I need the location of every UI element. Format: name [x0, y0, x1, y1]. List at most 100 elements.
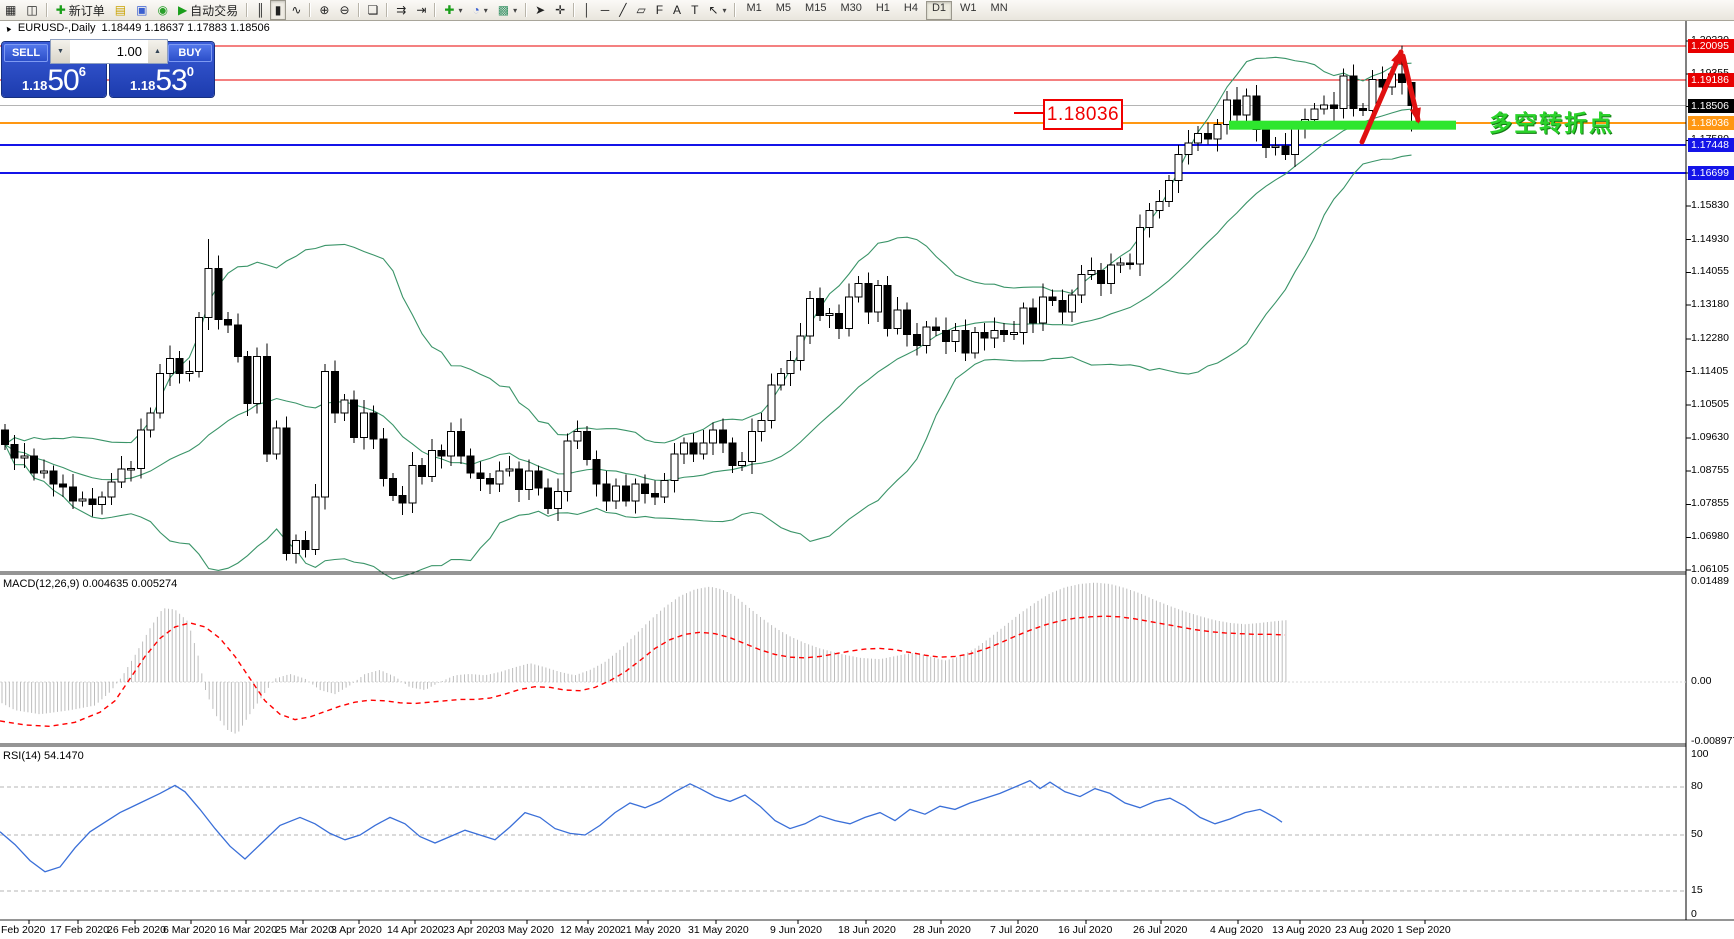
price-line-label: 1.19186: [1688, 73, 1734, 88]
date-tick-label: 4 Aug 2020: [1210, 924, 1264, 936]
price-line-label: 1.16699: [1688, 166, 1734, 181]
toolbar-separator: [45, 3, 48, 17]
vertical-line-icon: │: [583, 3, 591, 17]
price-annotation-dash: [1014, 112, 1043, 114]
zoom-in-icon: ⊕: [319, 3, 330, 17]
date-tick-label: 7 Jul 2020: [990, 924, 1039, 936]
price-annotation-box[interactable]: 1.18036: [1043, 99, 1123, 130]
timeframe-w1-button[interactable]: W1: [960, 1, 977, 14]
sell-button[interactable]: SELL: [4, 44, 48, 62]
new-order-button[interactable]: ✚ 新订单: [51, 0, 110, 20]
price-line-label: 1.18506: [1688, 98, 1734, 113]
trendline-button[interactable]: ╱: [614, 0, 631, 20]
price-tick-label: 50: [1691, 828, 1703, 840]
crosshair-button[interactable]: ✛: [550, 0, 570, 20]
buy-button[interactable]: BUY: [168, 44, 212, 62]
news-button[interactable]: ◉: [152, 0, 172, 20]
date-tick-label: 6 Mar 2020: [163, 924, 217, 936]
date-tick-label: 23 Apr 2020: [443, 924, 500, 936]
cursor-button[interactable]: ➤: [530, 0, 550, 20]
date-tick-label: 26 Jul 2020: [1133, 924, 1188, 936]
price-line-label: 1.17448: [1688, 138, 1734, 153]
terminal-button[interactable]: ▣: [131, 0, 152, 20]
auto-scroll-icon: ⇉: [396, 3, 407, 17]
toolbar-separator: [573, 3, 576, 17]
buy-price-big: 53: [155, 64, 187, 97]
ohlc-values: 1.18449 1.18637 1.17883 1.18506: [101, 22, 270, 34]
candlestick-mode-button[interactable]: ▮: [269, 0, 287, 20]
equidistant-channel-button[interactable]: ▱: [631, 0, 650, 20]
date-tick-label: 14 Apr 2020: [387, 924, 444, 936]
date-tick-label: 25 Mar 2020: [275, 924, 334, 936]
price-tick-label: 1.14055: [1691, 265, 1729, 278]
text-button[interactable]: A: [668, 0, 686, 20]
toolbar-separator: [434, 3, 437, 17]
autotrading-button[interactable]: ▶ 自动交易: [173, 0, 243, 20]
chart-shift-button[interactable]: ⇥: [411, 0, 431, 20]
chart-title: ▲ EURUSD-,Daily 1.18449 1.18637 1.17883 …: [2, 22, 270, 34]
vertical-line-button[interactable]: │: [578, 0, 596, 20]
volume-increase-button[interactable]: ▲: [148, 40, 167, 63]
price-tick-label: 1.12280: [1691, 331, 1729, 344]
arrows-button[interactable]: ↖ ▾: [703, 0, 731, 20]
trendline-icon: ╱: [619, 3, 627, 17]
text-label-icon: T: [691, 3, 699, 17]
indicators-list-dropdown-icon[interactable]: ▾: [458, 5, 463, 15]
text-icon: A: [673, 3, 682, 17]
timeframe-mn-button[interactable]: MN: [990, 1, 1008, 14]
volume-stepper: ▼ ▲: [50, 39, 168, 64]
zoom-out-button[interactable]: ⊖: [334, 0, 354, 20]
templates-button[interactable]: ▩ ▾: [493, 0, 522, 20]
price-tick-label: 1.06980: [1691, 530, 1729, 543]
auto-scroll-button[interactable]: ⇉: [391, 0, 411, 20]
date-tick-label: 21 May 2020: [620, 924, 681, 936]
indicators-list-icon: ✚: [444, 3, 455, 17]
charts-grid-button[interactable]: ▦: [0, 0, 21, 20]
sell-price-prefix: 1.18: [22, 78, 48, 93]
charts-grid-icon: ▦: [5, 3, 17, 17]
timeframe-h1-button[interactable]: H1: [875, 1, 890, 14]
periods-dropdown-icon[interactable]: ▾: [483, 5, 488, 15]
price-tick-label: 1.06105: [1691, 563, 1729, 576]
price-line-label: 1.18036: [1688, 116, 1734, 131]
volume-input[interactable]: [70, 40, 148, 63]
horizontal-line-button[interactable]: ─: [596, 0, 615, 20]
bar-chart-mode-button[interactable]: ║: [251, 0, 270, 20]
timeframe-m5-button[interactable]: M5: [775, 1, 792, 14]
autotrading-label: 自动交易: [190, 3, 239, 18]
fibonacci-button[interactable]: F: [651, 0, 668, 20]
date-tick-label: 12 May 2020: [560, 924, 621, 936]
periods-button[interactable]: ◔ ▾: [467, 0, 492, 20]
equidistant-channel-icon: ▱: [636, 3, 646, 17]
turning-point-label[interactable]: 多空转折点: [1489, 110, 1614, 136]
tile-windows-button[interactable]: ❏: [363, 0, 384, 20]
horizontal-line-icon: ─: [600, 3, 610, 17]
price-tick-label: 1.09630: [1691, 431, 1729, 443]
zoom-out-icon: ⊖: [339, 3, 350, 17]
sell-price-pip: 6: [78, 64, 86, 79]
timeframe-m1-button[interactable]: M1: [746, 1, 762, 14]
timeframe-h4-button[interactable]: H4: [903, 1, 918, 14]
market-depth-icon: ▤: [114, 3, 127, 17]
price-tick-label: 1.13180: [1691, 298, 1729, 311]
bar-chart-mode-icon: ║: [256, 3, 265, 17]
date-tick-label: 23 Aug 2020: [1335, 924, 1394, 936]
line-chart-mode-button[interactable]: ∿: [286, 0, 306, 20]
zoom-in-button[interactable]: ⊕: [314, 0, 334, 20]
timeframe-m15-button[interactable]: M15: [805, 1, 827, 14]
price-tick-label: 1.07855: [1691, 497, 1729, 510]
new-order-icon: ✚: [55, 3, 66, 17]
price-tick-label: -0.008977: [1691, 735, 1734, 748]
arrows-dropdown-icon[interactable]: ▾: [722, 5, 727, 15]
timeframe-d1-button[interactable]: D1: [925, 0, 953, 20]
indicators-list-button[interactable]: ✚ ▾: [439, 0, 467, 20]
timeframe-m30-button[interactable]: M30: [840, 1, 862, 14]
profile-preview-button[interactable]: ◫: [21, 0, 42, 20]
text-label-button[interactable]: T: [686, 0, 703, 20]
buy-price-display: 1.18530: [110, 64, 214, 98]
price-tick-label: 100: [1691, 748, 1709, 760]
templates-icon: ▩: [497, 3, 510, 17]
templates-dropdown-icon[interactable]: ▾: [513, 5, 518, 15]
market-depth-button[interactable]: ▤: [110, 0, 131, 20]
volume-decrease-button[interactable]: ▼: [51, 40, 70, 63]
